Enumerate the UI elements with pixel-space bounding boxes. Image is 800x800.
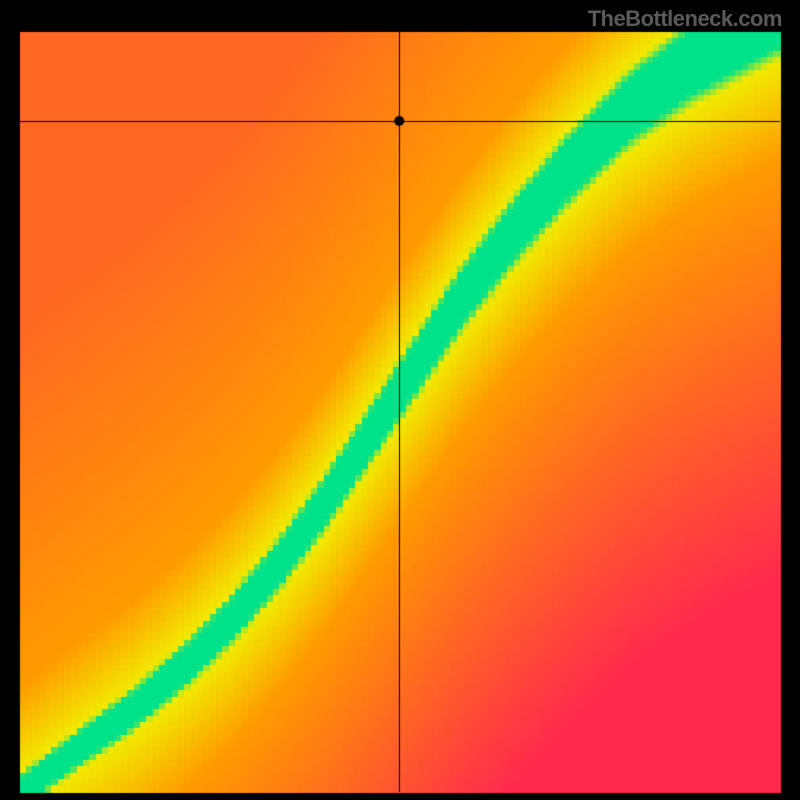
chart-container: TheBottleneck.com bbox=[0, 0, 800, 800]
watermark-text: TheBottleneck.com bbox=[588, 6, 782, 32]
heatmap-canvas bbox=[0, 0, 800, 800]
